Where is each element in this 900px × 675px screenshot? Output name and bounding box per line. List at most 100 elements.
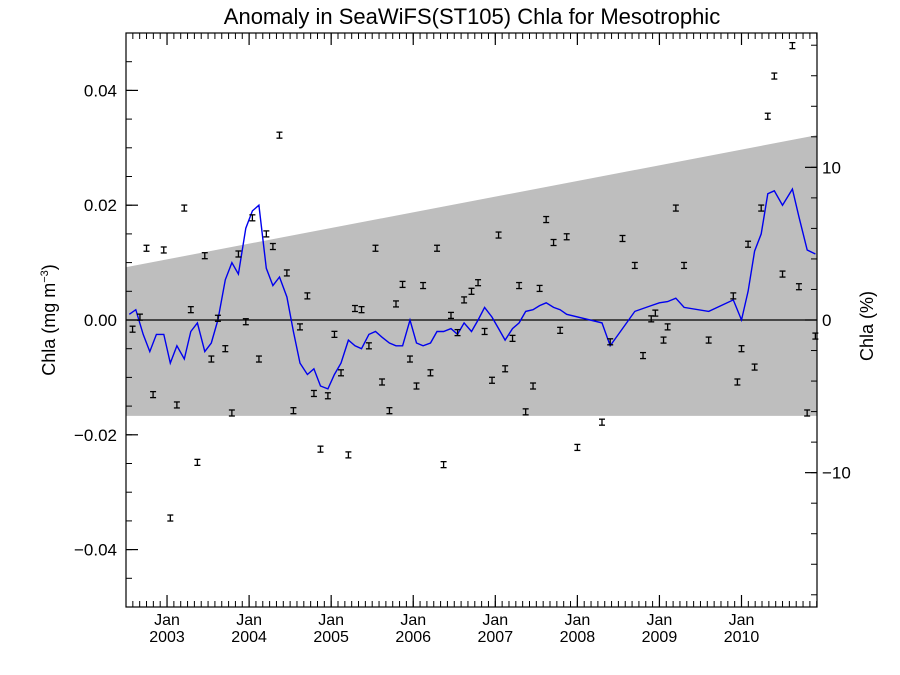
data-point [745, 240, 752, 248]
y-right-tick-label: 0 [822, 311, 831, 330]
y-right-tick-label: −10 [822, 464, 851, 483]
shaded-band [126, 135, 817, 416]
x-tick-label-year: 2009 [642, 629, 678, 646]
data-point [263, 230, 270, 238]
data-point [143, 244, 150, 252]
data-point [173, 401, 180, 409]
data-point [167, 514, 174, 522]
data-point [317, 445, 324, 453]
x-tick-label-month: Jan [236, 612, 262, 629]
x-tick-label-year: 2004 [231, 629, 267, 646]
shaded-band-layer [126, 135, 817, 416]
data-point [516, 281, 523, 290]
x-tick-label-year: 2005 [313, 629, 349, 646]
y-axis-right: −10 0 10 [805, 44, 851, 596]
data-point [738, 345, 745, 353]
data-point [351, 304, 358, 313]
data-point [779, 270, 786, 278]
data-point [461, 296, 468, 304]
data-point [365, 342, 372, 350]
y-tick-label: −0.02 [74, 426, 117, 445]
error-bar-points-layer [129, 41, 819, 522]
data-point [795, 283, 802, 291]
data-point [454, 328, 461, 337]
data-point [550, 238, 557, 247]
data-point [208, 355, 215, 363]
data-point [345, 451, 352, 459]
data-point [222, 345, 229, 353]
data-point [660, 336, 667, 344]
data-point [543, 215, 550, 224]
data-point [358, 306, 365, 314]
data-point [379, 378, 386, 386]
data-point [283, 269, 290, 277]
data-point [194, 458, 201, 467]
data-point [758, 204, 765, 212]
data-point [619, 234, 626, 243]
data-point [181, 204, 188, 212]
data-point [290, 407, 297, 415]
x-axis: Jan2003Jan2004Jan2005Jan2006Jan2007Jan20… [125, 33, 818, 646]
x-tick-label-month: Jan [647, 612, 673, 629]
data-point [771, 72, 778, 80]
data-point [509, 334, 516, 343]
data-point [764, 112, 771, 120]
data-point [681, 261, 688, 270]
data-point [427, 369, 434, 377]
data-point [399, 280, 406, 289]
x-tick-label-month: Jan [318, 612, 344, 629]
data-point [481, 327, 488, 336]
data-point [310, 389, 317, 398]
y-right-tick-label: 10 [822, 158, 841, 177]
data-point [495, 231, 502, 239]
data-point [563, 233, 570, 241]
data-point [338, 369, 345, 377]
data-point [276, 131, 283, 139]
data-point [269, 242, 276, 251]
data-point [150, 390, 157, 399]
x-tick-label-month: Jan [482, 612, 508, 629]
y-tick-label: −0.04 [74, 541, 117, 560]
data-point [440, 460, 447, 469]
data-point [228, 409, 235, 417]
data-point [640, 351, 647, 360]
y-axis-left-label: Chla (mg m−3) [39, 264, 59, 376]
data-point [530, 382, 537, 390]
data-point [447, 311, 454, 320]
y-axis-left-label-exponent: −3 [39, 270, 51, 283]
data-point [214, 314, 221, 322]
y-tick-label: 0.04 [84, 81, 117, 100]
data-point [705, 336, 712, 344]
y-tick-label: 0.00 [84, 311, 117, 330]
anomaly-line [128, 187, 816, 390]
data-point [598, 418, 605, 426]
data-point [304, 292, 311, 300]
y-tick-label: 0.02 [84, 196, 117, 215]
data-point [557, 326, 564, 334]
data-point [201, 252, 208, 260]
x-tick-label-year: 2003 [149, 629, 185, 646]
y-axis-left-label-close: ) [39, 264, 59, 270]
chart-title: Anomaly in SeaWiFS(ST105) Chla for Mesot… [224, 4, 720, 29]
data-point [392, 300, 399, 308]
data-point [730, 292, 737, 300]
data-point [249, 214, 256, 222]
data-point [372, 244, 379, 252]
data-point [255, 355, 262, 363]
x-tick-label-year: 2008 [560, 629, 596, 646]
data-point [804, 409, 811, 417]
data-point [734, 378, 741, 386]
x-tick-label-month: Jan [400, 612, 426, 629]
data-point [420, 281, 427, 290]
data-point [789, 41, 796, 50]
data-point [324, 392, 331, 400]
x-tick-label-month: Jan [564, 612, 590, 629]
data-point [413, 382, 420, 390]
x-tick-label-year: 2006 [395, 629, 431, 646]
x-tick-label-year: 2007 [478, 629, 514, 646]
y-axis-left: −0.04 −0.02 0.00 0.02 0.04 [74, 32, 138, 608]
data-point [664, 323, 671, 331]
data-point [296, 323, 303, 331]
y-axis-left-label-main: Chla (mg m [39, 283, 59, 376]
